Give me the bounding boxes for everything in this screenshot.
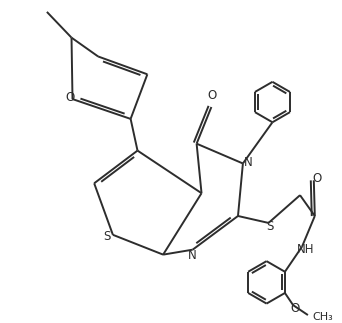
Text: NH: NH xyxy=(297,243,315,256)
Text: S: S xyxy=(104,230,111,243)
Text: N: N xyxy=(244,156,253,169)
Text: O: O xyxy=(207,89,216,102)
Text: CH₃: CH₃ xyxy=(312,312,333,322)
Text: O: O xyxy=(290,302,300,315)
Text: N: N xyxy=(188,249,196,262)
Text: O: O xyxy=(66,90,75,104)
Text: O: O xyxy=(313,172,322,185)
Text: S: S xyxy=(266,221,274,234)
